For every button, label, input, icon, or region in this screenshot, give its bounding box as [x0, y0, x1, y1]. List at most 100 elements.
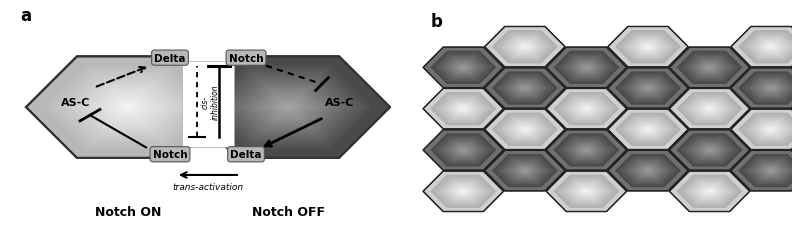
Polygon shape	[45, 66, 211, 149]
Polygon shape	[423, 48, 503, 88]
Polygon shape	[502, 36, 548, 59]
Polygon shape	[738, 72, 800, 105]
Text: Notch OFF: Notch OFF	[251, 205, 325, 218]
Polygon shape	[628, 79, 668, 98]
Polygon shape	[706, 190, 713, 193]
Polygon shape	[748, 159, 794, 183]
Polygon shape	[282, 104, 294, 111]
Polygon shape	[677, 93, 742, 126]
Polygon shape	[423, 130, 503, 170]
Polygon shape	[502, 118, 548, 141]
Polygon shape	[454, 186, 473, 196]
Polygon shape	[450, 61, 477, 75]
Polygon shape	[243, 85, 333, 130]
Polygon shape	[512, 82, 538, 95]
Polygon shape	[748, 36, 794, 59]
Polygon shape	[793, 130, 800, 170]
Polygon shape	[758, 82, 784, 95]
Polygon shape	[492, 72, 558, 105]
Polygon shape	[454, 145, 473, 155]
FancyBboxPatch shape	[182, 62, 234, 148]
Polygon shape	[437, 137, 490, 164]
Polygon shape	[492, 31, 558, 64]
Polygon shape	[768, 46, 774, 49]
Polygon shape	[625, 77, 671, 100]
Text: Delta: Delta	[154, 53, 186, 63]
Polygon shape	[703, 147, 716, 154]
Polygon shape	[768, 128, 774, 131]
Polygon shape	[625, 36, 671, 59]
Polygon shape	[512, 41, 538, 54]
Polygon shape	[563, 139, 610, 162]
Polygon shape	[51, 69, 205, 146]
Polygon shape	[546, 130, 626, 170]
Polygon shape	[554, 52, 619, 85]
Polygon shape	[498, 158, 551, 184]
Polygon shape	[758, 164, 784, 177]
Polygon shape	[495, 156, 554, 186]
Polygon shape	[570, 142, 603, 158]
Polygon shape	[670, 48, 750, 88]
Polygon shape	[577, 186, 596, 196]
Polygon shape	[693, 142, 726, 158]
Polygon shape	[580, 106, 593, 112]
Polygon shape	[574, 144, 600, 157]
Polygon shape	[638, 84, 658, 94]
Polygon shape	[645, 87, 651, 90]
Polygon shape	[560, 178, 613, 205]
Text: Notch: Notch	[153, 150, 187, 160]
Polygon shape	[642, 168, 654, 174]
Polygon shape	[683, 137, 736, 164]
Polygon shape	[570, 183, 603, 200]
Text: cis-
inhibition: cis- inhibition	[201, 84, 220, 120]
Polygon shape	[628, 161, 668, 181]
Text: Notch: Notch	[229, 53, 263, 63]
Polygon shape	[642, 44, 654, 51]
Polygon shape	[423, 89, 503, 129]
Polygon shape	[696, 185, 722, 198]
Polygon shape	[634, 123, 661, 136]
Polygon shape	[546, 48, 626, 88]
Polygon shape	[457, 147, 470, 154]
Polygon shape	[262, 95, 314, 120]
Polygon shape	[518, 85, 531, 92]
Polygon shape	[515, 84, 534, 94]
Polygon shape	[577, 63, 596, 73]
Polygon shape	[430, 134, 496, 167]
Polygon shape	[495, 33, 554, 62]
Polygon shape	[696, 144, 722, 157]
Polygon shape	[554, 134, 619, 167]
Polygon shape	[64, 76, 192, 139]
Polygon shape	[450, 103, 477, 116]
Polygon shape	[748, 77, 794, 100]
Polygon shape	[631, 122, 665, 138]
Polygon shape	[680, 53, 739, 83]
Polygon shape	[502, 77, 548, 100]
Polygon shape	[608, 151, 688, 191]
Polygon shape	[102, 95, 154, 120]
Polygon shape	[498, 75, 551, 102]
Polygon shape	[546, 171, 626, 212]
Polygon shape	[693, 101, 726, 117]
Polygon shape	[443, 99, 483, 119]
Polygon shape	[683, 55, 736, 81]
Polygon shape	[700, 104, 719, 114]
Polygon shape	[460, 66, 466, 70]
Polygon shape	[758, 123, 784, 136]
Polygon shape	[703, 65, 716, 71]
Polygon shape	[437, 96, 490, 123]
Polygon shape	[793, 171, 800, 212]
Polygon shape	[115, 101, 141, 114]
Polygon shape	[563, 57, 610, 80]
Polygon shape	[731, 151, 800, 191]
Polygon shape	[218, 73, 358, 143]
Polygon shape	[498, 117, 551, 143]
Text: Delta: Delta	[230, 150, 262, 160]
Polygon shape	[615, 31, 681, 64]
Polygon shape	[738, 154, 800, 187]
Polygon shape	[508, 163, 542, 179]
Polygon shape	[90, 89, 166, 127]
Polygon shape	[563, 98, 610, 121]
Polygon shape	[731, 27, 800, 68]
Polygon shape	[275, 101, 301, 114]
